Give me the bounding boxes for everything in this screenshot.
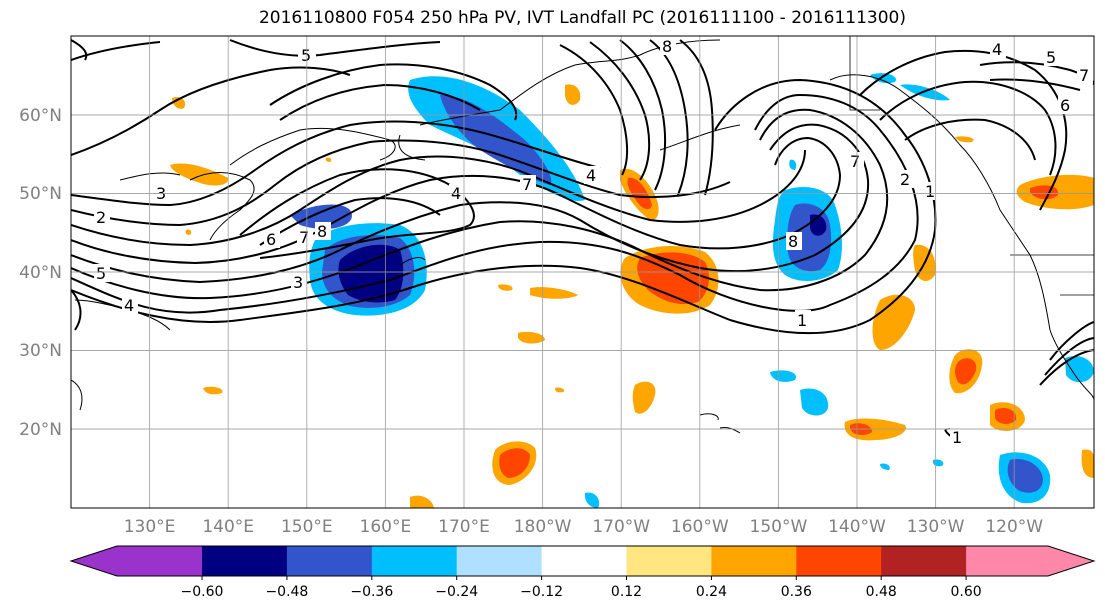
- colorbar-segment: [541, 546, 627, 576]
- contour-label: 2: [900, 170, 910, 189]
- colorbar-tick-label: −0.60: [181, 584, 224, 600]
- contour-label: 4: [124, 296, 134, 315]
- gridlines: [71, 36, 1094, 508]
- lon-label: 180°W: [514, 517, 572, 537]
- contour-label: 5: [96, 264, 106, 283]
- colorbar-segment: [202, 546, 288, 576]
- lat-label: 40°N: [19, 263, 62, 283]
- contour-label: 5: [301, 46, 311, 65]
- colorbar-tick-label: −0.12: [520, 584, 563, 600]
- colorbar: −0.60 −0.48 −0.36 −0.24 −0.12 0.12 0.24 0.36 0.4…: [69, 545, 1096, 600]
- lon-label: 160°W: [671, 517, 729, 537]
- map-frame: [70, 35, 1095, 509]
- colorbar-tick-label: 0.60: [951, 584, 982, 600]
- lat-label: 30°N: [19, 341, 62, 361]
- lon-label: 150°W: [750, 517, 808, 537]
- colorbar-tick-label: −0.48: [265, 584, 308, 600]
- colorbar-segment: [456, 546, 543, 576]
- contour-label: 8: [317, 222, 327, 241]
- lon-label: 170°W: [592, 517, 650, 537]
- contour-label: 1: [797, 311, 807, 330]
- lat-label: 20°N: [19, 420, 62, 440]
- colorbar-tick-label: 0.48: [866, 584, 897, 600]
- longitude-labels: 130°E 140°E 150°E 160°E 170°E 180°W 170°…: [124, 517, 1044, 537]
- lat-label: 50°N: [19, 184, 62, 204]
- contour-label: 4: [586, 166, 596, 185]
- contour-label: 8: [662, 37, 672, 56]
- pv-contours: [71, 39, 1094, 439]
- contour-label: 1: [952, 428, 962, 447]
- lon-label: 160°E: [360, 517, 412, 537]
- lat-label: 60°N: [19, 106, 62, 126]
- lon-label: 140°E: [202, 517, 254, 537]
- colorbar-segment: [626, 546, 712, 576]
- colorbar-tick-label: 0.36: [781, 584, 812, 600]
- lon-label: 130°W: [907, 517, 965, 537]
- colorbar-segment: [881, 546, 967, 576]
- contour-label: 5: [1046, 48, 1056, 67]
- contour-label: 6: [1060, 96, 1070, 115]
- colorbar-segment: [371, 546, 458, 576]
- colorbar-segment: [796, 546, 882, 576]
- colorbar-extend-max: [966, 546, 1094, 576]
- colorbar-tick-label: −0.36: [350, 584, 393, 600]
- contour-label: 7: [299, 228, 309, 247]
- contour-label: 7: [850, 152, 860, 171]
- contour-label: 2: [96, 208, 106, 227]
- contour-label: 6: [266, 230, 276, 249]
- colorbar-segment: [711, 546, 797, 576]
- chart-title: 2016110800 F054 250 hPa PV, IVT Landfall…: [258, 8, 906, 28]
- colorbar-outline: [69, 545, 1096, 577]
- contour-label: 3: [293, 273, 303, 292]
- lon-label: 130°E: [124, 517, 176, 537]
- contour-label: 8: [788, 232, 798, 251]
- colorbar-tick-label: 0.24: [696, 584, 727, 600]
- contour-label: 4: [992, 40, 1002, 59]
- contour-label: 7: [522, 175, 532, 194]
- colorbar-tick-label: −0.24: [435, 584, 478, 600]
- latitude-labels: 60°N 50°N 40°N 30°N 20°N: [19, 106, 62, 440]
- lon-label: 170°E: [438, 517, 490, 537]
- lon-label: 140°W: [828, 517, 886, 537]
- contour-label: 1: [925, 182, 935, 201]
- colorbar-tick-label: 0.12: [611, 584, 642, 600]
- colorbar-extend-min: [71, 546, 202, 576]
- colorbar-segment: [286, 546, 373, 576]
- contour-label: 7: [1079, 66, 1089, 85]
- lon-label: 120°W: [985, 517, 1043, 537]
- lon-label: 150°E: [281, 517, 333, 537]
